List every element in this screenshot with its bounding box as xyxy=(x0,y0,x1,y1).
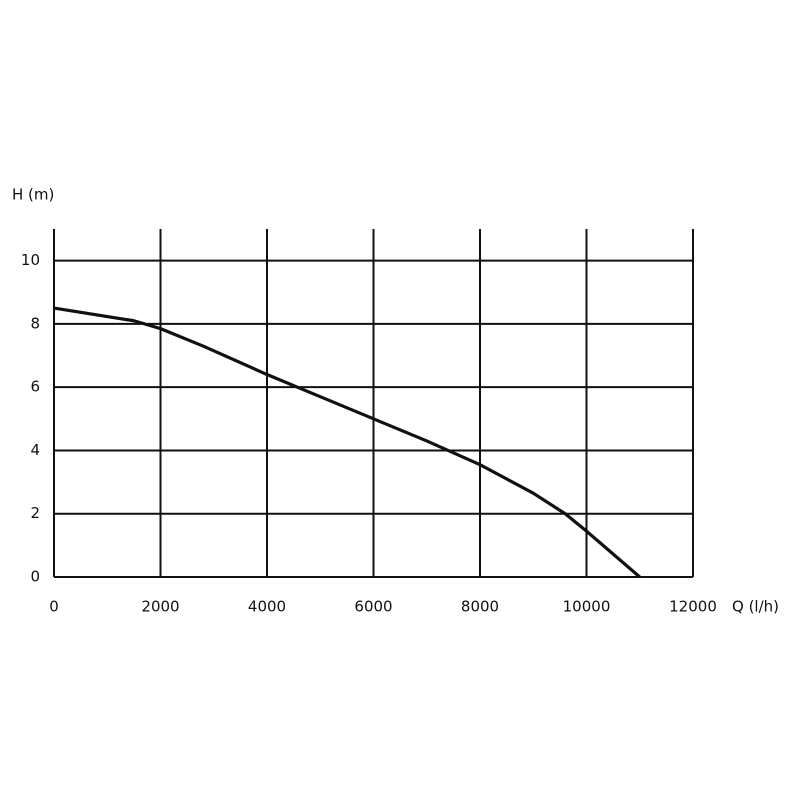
curve xyxy=(53,306,641,579)
x-tick-label: 6000 xyxy=(354,598,392,616)
x-tick-label: 12000 xyxy=(669,598,717,616)
y-tick-label: 0 xyxy=(30,568,40,586)
y-tick-label: 2 xyxy=(30,504,40,522)
x-tick-label: 8000 xyxy=(461,598,499,616)
y-tick-label: 8 xyxy=(30,314,40,332)
y-tick-label: 6 xyxy=(30,378,40,396)
y-tick-label: 4 xyxy=(30,441,40,459)
x-tick-label: 2000 xyxy=(141,598,179,616)
x-tick-label: 4000 xyxy=(248,598,286,616)
x-tick-label: 0 xyxy=(49,598,59,616)
x-tick-label: 10000 xyxy=(563,598,611,616)
x-axis-label: Q (l/h) xyxy=(732,598,779,616)
y-tick-label: 10 xyxy=(21,251,40,269)
y-axis-label: H (m) xyxy=(12,186,54,204)
